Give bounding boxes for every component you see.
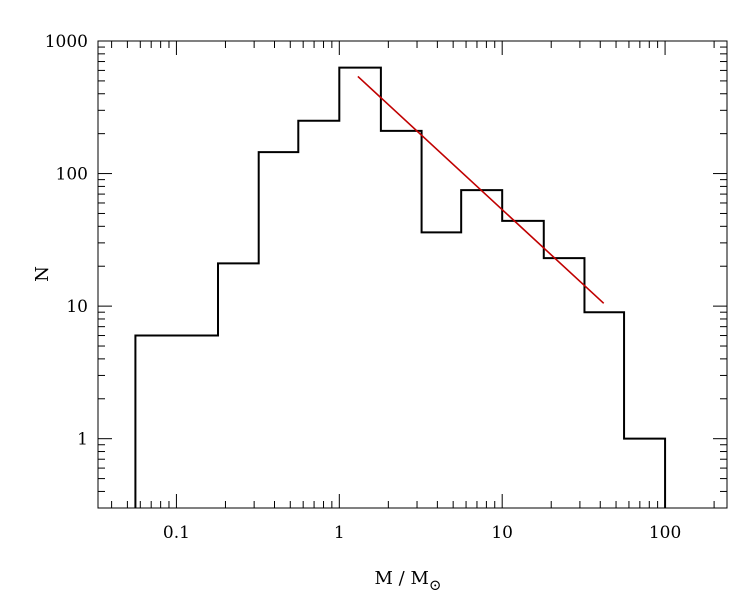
histogram-outline <box>134 66 667 508</box>
x-axis-label-text: M / M <box>375 568 429 589</box>
histogram-bar <box>544 258 585 508</box>
y-tick-label: 1 <box>77 430 88 450</box>
histogram-bar <box>381 131 422 508</box>
histogram-bins <box>135 68 665 508</box>
x-tick-label: 100 <box>649 523 681 543</box>
x-tick-label: 1 <box>334 523 345 543</box>
histogram-bar <box>422 232 462 508</box>
plot-frame <box>97 40 728 509</box>
x-tick-label: 10 <box>491 523 513 543</box>
histogram-bar <box>584 312 624 508</box>
y-tick-label: 100 <box>56 165 88 185</box>
y-tick-label: 10 <box>66 297 88 317</box>
y-axis-label: N <box>32 266 53 282</box>
histogram-bar <box>502 221 544 508</box>
histogram-bar <box>259 152 299 508</box>
histogram-bar <box>461 190 502 508</box>
x-tick-label: 0.1 <box>163 523 190 543</box>
histogram-bar <box>624 439 665 508</box>
y-tick-label: 1000 <box>45 32 88 52</box>
histogram-bar <box>339 68 381 508</box>
histogram-bar <box>298 121 339 508</box>
fit-line <box>357 75 605 304</box>
tick-labels: 0.1 1 10 100 1 10 100 1000 <box>45 32 682 543</box>
histogram-bar <box>218 263 259 508</box>
x-axis-label-subscript: ⊙ <box>429 576 442 594</box>
axis-ticks <box>98 40 727 509</box>
x-axis-label: M / M⊙ <box>375 568 442 594</box>
histogram-bar <box>135 336 218 508</box>
